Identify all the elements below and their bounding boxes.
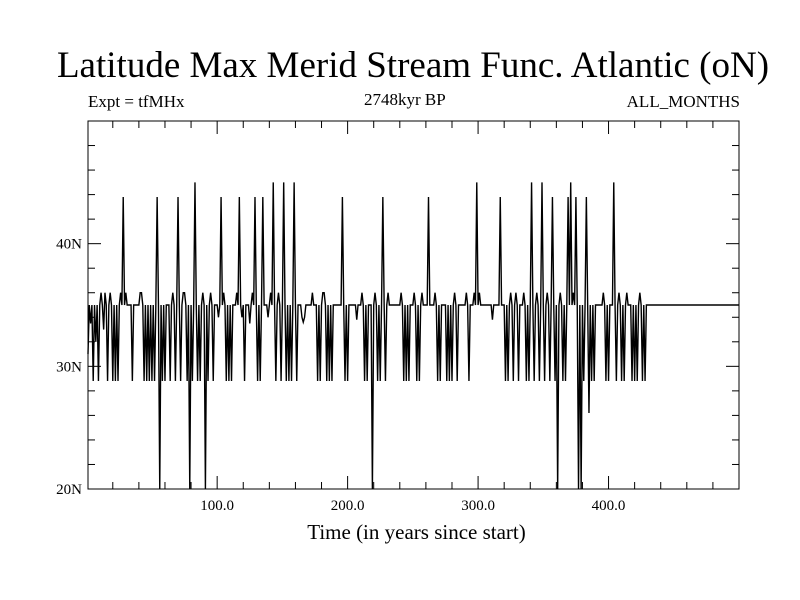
experiment-label: Expt = tfMHx (88, 92, 185, 111)
tick-labels: 100.0 200.0 300.0 400.0 20N 30N 40N (56, 237, 625, 514)
plot-frame (87, 120, 740, 490)
y-tick-label: 30N (56, 359, 82, 375)
plot-area (87, 182, 739, 490)
x-tick-label: 300.0 (461, 498, 495, 514)
y-tick-label: 20N (56, 482, 82, 498)
minor-ticks (88, 121, 740, 489)
x-tick-label: 100.0 (200, 498, 234, 514)
period-label: 2748kyr BP (364, 90, 446, 109)
months-label: ALL_MONTHS (626, 92, 740, 111)
series-line-0 (87, 182, 739, 490)
y-tick-label: 40N (56, 237, 82, 253)
major-ticks (88, 121, 739, 490)
x-tick-label: 200.0 (331, 498, 365, 514)
x-tick-label: 400.0 (592, 498, 626, 514)
chart-title: Latitude Max Merid Stream Func. Atlantic… (56, 45, 770, 86)
x-axis-title: Time (in years since start) (307, 520, 526, 544)
